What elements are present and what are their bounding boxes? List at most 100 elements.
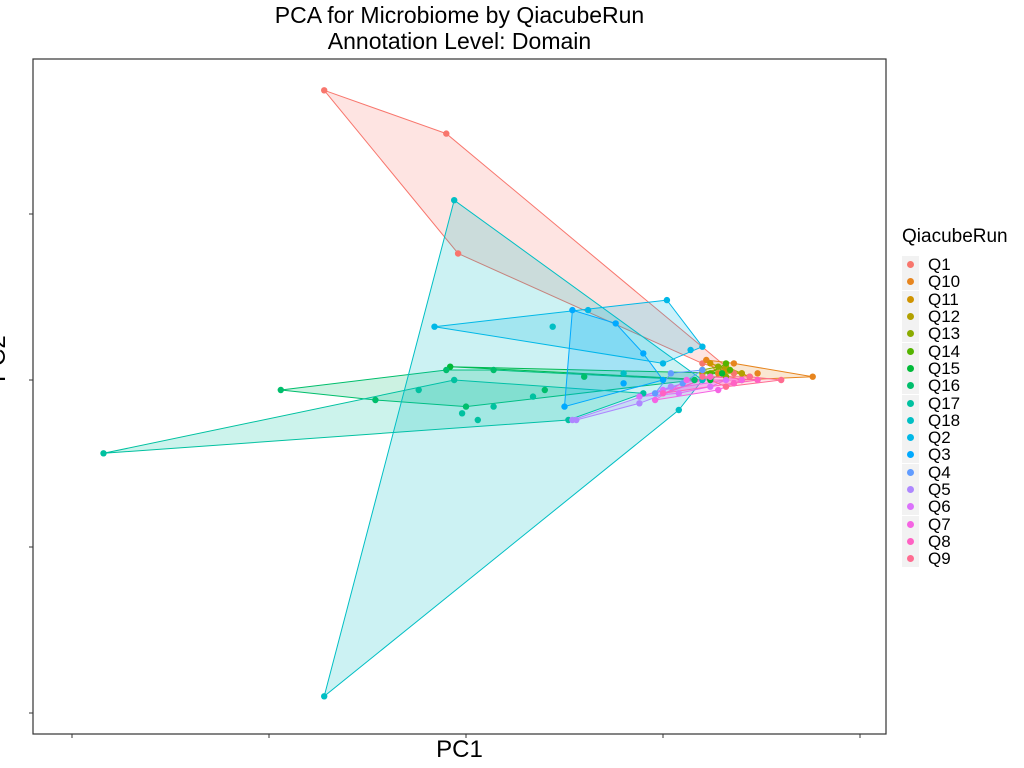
legend-item-q17: Q17 — [902, 394, 1008, 412]
point-q6-3 — [722, 376, 730, 384]
legend-key — [902, 463, 919, 481]
legend-label: Q11 — [928, 289, 959, 309]
legend-dot-icon — [907, 399, 914, 407]
legend-label: Q18 — [928, 410, 961, 430]
point-q5-3 — [667, 383, 675, 390]
point-q18-1 — [451, 197, 458, 204]
point-q2-2 — [687, 346, 694, 354]
legend-item-q13: Q13 — [902, 324, 1008, 344]
legend-dot-icon — [907, 261, 914, 269]
y-axis-label: PC2 — [0, 335, 11, 382]
legend-dot-icon — [907, 486, 914, 493]
x-axis-label: PC1 — [436, 736, 483, 763]
legend-label: Q13 — [928, 324, 961, 344]
point-q5-1 — [573, 416, 580, 424]
legend-label: Q14 — [928, 341, 961, 361]
point-q9-3 — [722, 383, 730, 390]
point-q8-3 — [707, 373, 714, 380]
point-q9-0 — [699, 373, 706, 380]
point-q17-2 — [529, 393, 537, 400]
point-q17-4 — [458, 410, 466, 417]
point-q3-5 — [659, 376, 667, 384]
point-q1-1 — [443, 130, 450, 137]
legend-dot-icon — [907, 347, 914, 355]
legend-label: Q7 — [928, 514, 951, 534]
point-q2-3 — [699, 343, 706, 350]
point-q9-2 — [746, 373, 753, 380]
point-q3-1 — [612, 320, 619, 327]
chart-title-line-1: PCA for Microbiome by QiacubeRun — [274, 2, 645, 28]
legend-dot-icon — [907, 313, 914, 321]
legend-key — [902, 377, 919, 395]
point-q16-6 — [691, 376, 698, 384]
legend-dot-icon — [907, 451, 914, 459]
legend-key — [902, 325, 919, 343]
point-q1-0 — [321, 87, 328, 94]
legend: QiacubeRun Q1 Q10 Q11 Q12 Q13 Q14 Q15 Q16 Q17 Q18… — [902, 226, 1008, 568]
legend-key — [902, 532, 919, 550]
legend-label: Q10 — [928, 272, 961, 292]
point-q2-5 — [659, 360, 667, 367]
point-q15-1 — [718, 370, 726, 377]
legend-label: Q4 — [928, 462, 951, 482]
point-q18-0 — [321, 693, 328, 700]
point-q8-1 — [730, 380, 738, 387]
point-q10-0 — [809, 373, 816, 380]
point-q3-3 — [620, 380, 627, 387]
legend-key — [902, 308, 919, 326]
legend-dot-icon — [907, 416, 914, 424]
legend-label: Q3 — [928, 445, 951, 465]
legend-dot-icon — [907, 330, 914, 338]
legend-dot-icon — [907, 503, 914, 511]
legend-item-q3: Q3 — [902, 445, 1008, 465]
hull-layer — [103, 89, 813, 698]
point-q6-1 — [675, 390, 682, 397]
point-q16-1 — [443, 366, 450, 374]
point-q4-2 — [699, 366, 706, 374]
point-q16-4 — [462, 403, 470, 410]
legend-key — [902, 446, 919, 464]
point-q14-0 — [726, 366, 734, 374]
point-q4-3 — [651, 390, 659, 397]
legend-dot-icon — [907, 364, 914, 372]
legend-key — [902, 498, 919, 516]
point-q3-2 — [561, 403, 568, 410]
legend-item-q14: Q14 — [902, 341, 1008, 361]
point-q8-0 — [659, 390, 667, 397]
point-q3-0 — [569, 306, 576, 314]
legend-key — [902, 515, 919, 533]
point-q18-2 — [675, 406, 682, 414]
legend-key — [902, 290, 919, 308]
legend-key — [902, 273, 919, 291]
legend-label: Q1 — [928, 255, 951, 275]
point-q7-3 — [683, 376, 690, 384]
legend-dot-icon — [907, 537, 914, 545]
legend-label: Q2 — [928, 428, 951, 448]
chart-title: PCA for Microbiome by QiacubeRun Annotat… — [33, 2, 886, 54]
legend-item-q11: Q11 — [902, 289, 1008, 309]
chart-title-line-2: Annotation Level: Domain — [327, 28, 592, 54]
legend-item-q7: Q7 — [902, 514, 1008, 534]
legend-key — [902, 481, 919, 498]
point-q8-2 — [754, 376, 761, 384]
legend-item-q15: Q15 — [902, 359, 1008, 377]
legend-item-q4: Q4 — [902, 462, 1008, 482]
legend-item-q6: Q6 — [902, 497, 1008, 517]
point-q10-4 — [754, 370, 761, 377]
legend-item-q9: Q9 — [902, 550, 1008, 568]
point-q6-2 — [707, 383, 714, 390]
legend-key — [902, 394, 919, 412]
point-q17-7 — [490, 403, 497, 410]
point-q7-2 — [738, 376, 745, 384]
legend-item-q8: Q8 — [902, 532, 1008, 550]
point-q7-1 — [715, 386, 722, 394]
legend-label: Q12 — [928, 307, 961, 327]
legend-label: Q6 — [928, 497, 951, 517]
legend-label: Q16 — [928, 376, 961, 396]
legend-dot-icon — [907, 520, 914, 528]
legend-dot-icon — [907, 468, 914, 476]
point-q2-4 — [584, 306, 592, 314]
point-q12-2 — [738, 370, 745, 377]
point-q7-0 — [651, 396, 659, 404]
